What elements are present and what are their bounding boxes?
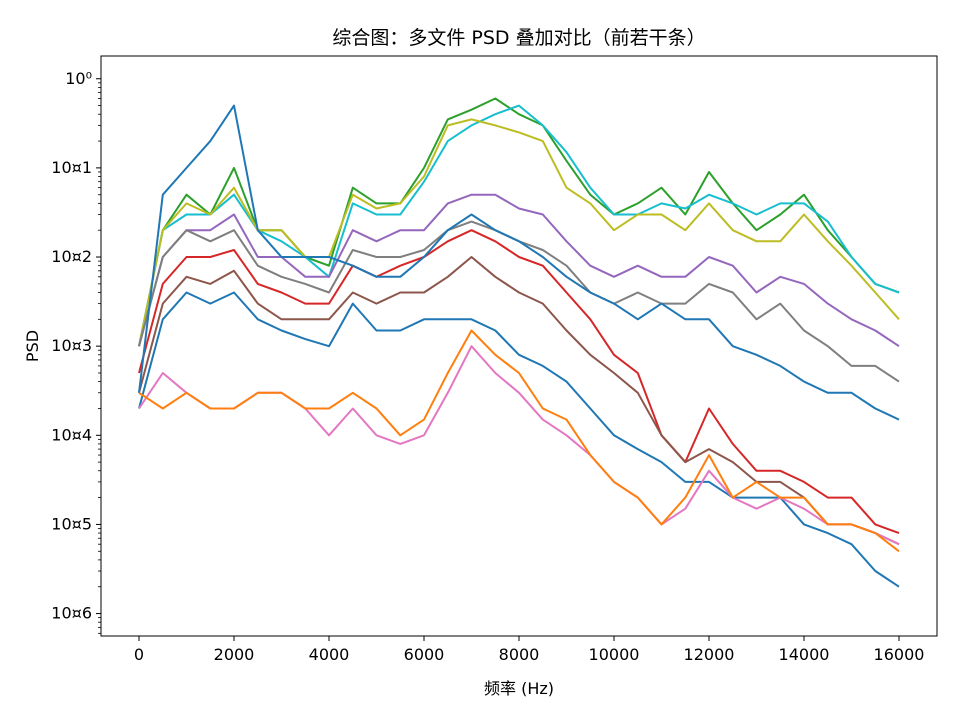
x-tick-label: 2000 <box>214 645 255 664</box>
y-tick-label: 10¤6 <box>51 604 92 623</box>
y-tick-label: 10¤1 <box>51 158 92 177</box>
x-axis: 0 2000 4000 6000 8000 10000 12000 14000 16000 <box>134 636 925 664</box>
series-line-2 <box>138 104 900 347</box>
series-layer <box>138 97 900 588</box>
x-tick-label: 14000 <box>779 645 830 664</box>
series-line-9 <box>138 345 900 546</box>
y-tick-label: 10¤4 <box>51 425 92 444</box>
x-axis-label: 频率 (Hz) <box>484 679 554 698</box>
y-tick-label: 10¤5 <box>51 514 92 533</box>
y-tick-label: 10⁰ <box>65 69 92 88</box>
x-tick-label: 0 <box>134 645 144 664</box>
y-tick-label: 10¤3 <box>51 336 92 355</box>
series-line-8 <box>138 291 900 588</box>
x-tick-label: 10000 <box>589 645 640 664</box>
series-line-11 <box>138 104 900 421</box>
chart-title: 综合图：多文件 PSD 叠加对比（前若干条） <box>332 27 705 49</box>
series-line-10 <box>138 329 900 553</box>
x-tick-label: 12000 <box>684 645 735 664</box>
y-axis-label: PSD <box>23 330 42 362</box>
x-tick-label: 8000 <box>499 645 540 664</box>
series-line-3 <box>138 118 900 347</box>
series-line-4 <box>138 193 900 348</box>
series-line-6 <box>138 229 900 535</box>
x-tick-label: 6000 <box>404 645 445 664</box>
y-axis: 10⁰ 10¤1 10¤2 10¤3 10¤4 10¤5 10¤6 <box>51 69 101 634</box>
x-tick-label: 16000 <box>874 645 925 664</box>
y-tick-label: 10¤2 <box>51 247 92 266</box>
x-tick-label: 4000 <box>309 645 350 664</box>
plot-area-frame <box>100 55 938 637</box>
series-line-5 <box>138 220 900 383</box>
series-line-7 <box>138 256 900 546</box>
